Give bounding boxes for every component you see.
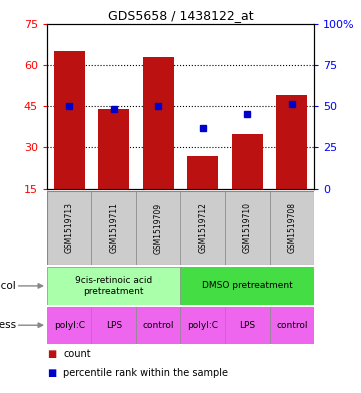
Text: 9cis-retinoic acid
pretreatment: 9cis-retinoic acid pretreatment	[75, 276, 152, 296]
Bar	[47, 307, 91, 344]
Bar	[180, 267, 314, 305]
Text: GSM1519709: GSM1519709	[154, 202, 163, 253]
Bar	[270, 191, 314, 265]
Text: control: control	[276, 321, 308, 330]
Bar	[270, 307, 314, 344]
Text: stress: stress	[0, 320, 16, 330]
Text: GSM1519711: GSM1519711	[109, 202, 118, 253]
Bar	[187, 156, 218, 189]
Bar	[225, 307, 270, 344]
Text: GSM1519713: GSM1519713	[65, 202, 74, 253]
Bar	[180, 191, 225, 265]
Bar	[98, 109, 129, 189]
Bar	[47, 191, 91, 265]
Text: GSM1519710: GSM1519710	[243, 202, 252, 253]
Text: polyI:C: polyI:C	[54, 321, 85, 330]
Bar	[143, 57, 174, 189]
Text: protocol: protocol	[0, 281, 16, 291]
Text: LPS: LPS	[239, 321, 255, 330]
Text: ■: ■	[47, 368, 56, 378]
Bar	[53, 51, 85, 189]
Bar	[225, 191, 270, 265]
Bar	[136, 307, 180, 344]
Bar	[91, 307, 136, 344]
Text: GSM1519708: GSM1519708	[287, 202, 296, 253]
Text: polyI:C: polyI:C	[187, 321, 218, 330]
Bar	[47, 267, 180, 305]
Text: control: control	[143, 321, 174, 330]
Bar	[232, 134, 263, 189]
Bar	[276, 95, 307, 189]
Text: percentile rank within the sample: percentile rank within the sample	[63, 368, 228, 378]
Text: GSM1519712: GSM1519712	[198, 202, 207, 253]
Bar	[91, 191, 136, 265]
Text: ■: ■	[47, 349, 56, 359]
Bar	[180, 307, 225, 344]
Text: count: count	[63, 349, 91, 359]
Text: DMSO pretreatment: DMSO pretreatment	[202, 281, 293, 290]
Bar	[136, 191, 180, 265]
Text: LPS: LPS	[106, 321, 122, 330]
Title: GDS5658 / 1438122_at: GDS5658 / 1438122_at	[108, 9, 253, 22]
